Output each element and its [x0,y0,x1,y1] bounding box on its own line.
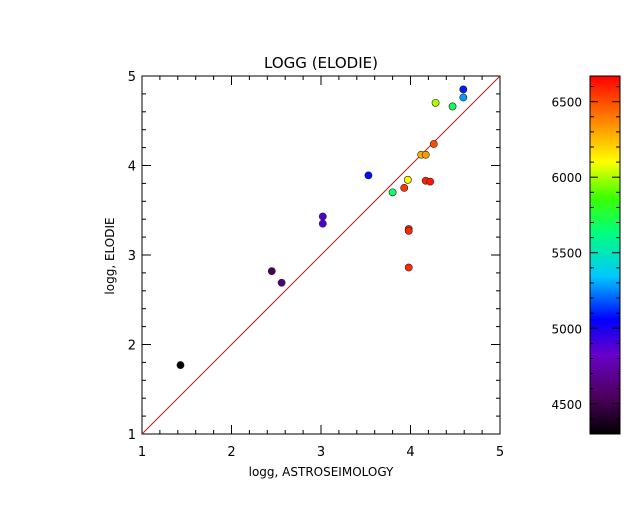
y-tick-label: 5 [128,70,136,85]
data-point [364,171,373,180]
x-tick-label: 1 [138,445,146,460]
one-to-one-line [142,76,500,434]
colorbar-tick-label: 6000 [551,171,582,185]
chart-title: LOGG (ELODIE) [264,54,378,72]
colorbar-tick-label: 4500 [551,398,582,412]
data-point [176,361,185,369]
data-point [429,140,438,148]
data-point [388,188,397,197]
x-tick-label: 4 [406,445,414,460]
data-point [267,267,276,276]
y-tick-labels: 1 2 3 4 5 [128,70,136,443]
data-point [318,212,327,221]
data-point [400,183,409,192]
data-point [421,150,430,159]
data-point [403,175,412,184]
axis-ticks [141,75,501,435]
x-tick-label: 2 [227,445,235,460]
data-point [277,278,286,287]
x-axis-label: logg, ASTROSEIMOLOGY [249,465,394,479]
data-points [176,85,468,369]
x-tick-label: 5 [496,445,504,460]
y-tick-label: 4 [128,160,136,175]
colorbar-ticks: 4500 5000 5500 6000 6500 [551,86,620,420]
data-point [459,93,468,102]
data-point [459,85,468,94]
colorbar-tick-label: 5000 [551,322,582,336]
x-tick-label: 3 [317,445,325,460]
data-point [404,226,413,235]
x-tick-labels: 1 2 3 4 5 [138,445,504,460]
data-point [318,219,327,228]
data-point [426,177,435,186]
colorbar-tick-label: 6500 [551,96,582,110]
colorbar [589,75,621,435]
y-tick-label: 2 [128,339,136,354]
y-tick-label: 3 [128,249,136,264]
data-point [431,98,440,107]
y-axis-label: logg, ELODIE [103,217,117,294]
colorbar-tick-label: 5500 [551,247,582,261]
data-point [404,263,413,272]
y-tick-label: 1 [128,428,136,443]
data-point [448,102,457,111]
